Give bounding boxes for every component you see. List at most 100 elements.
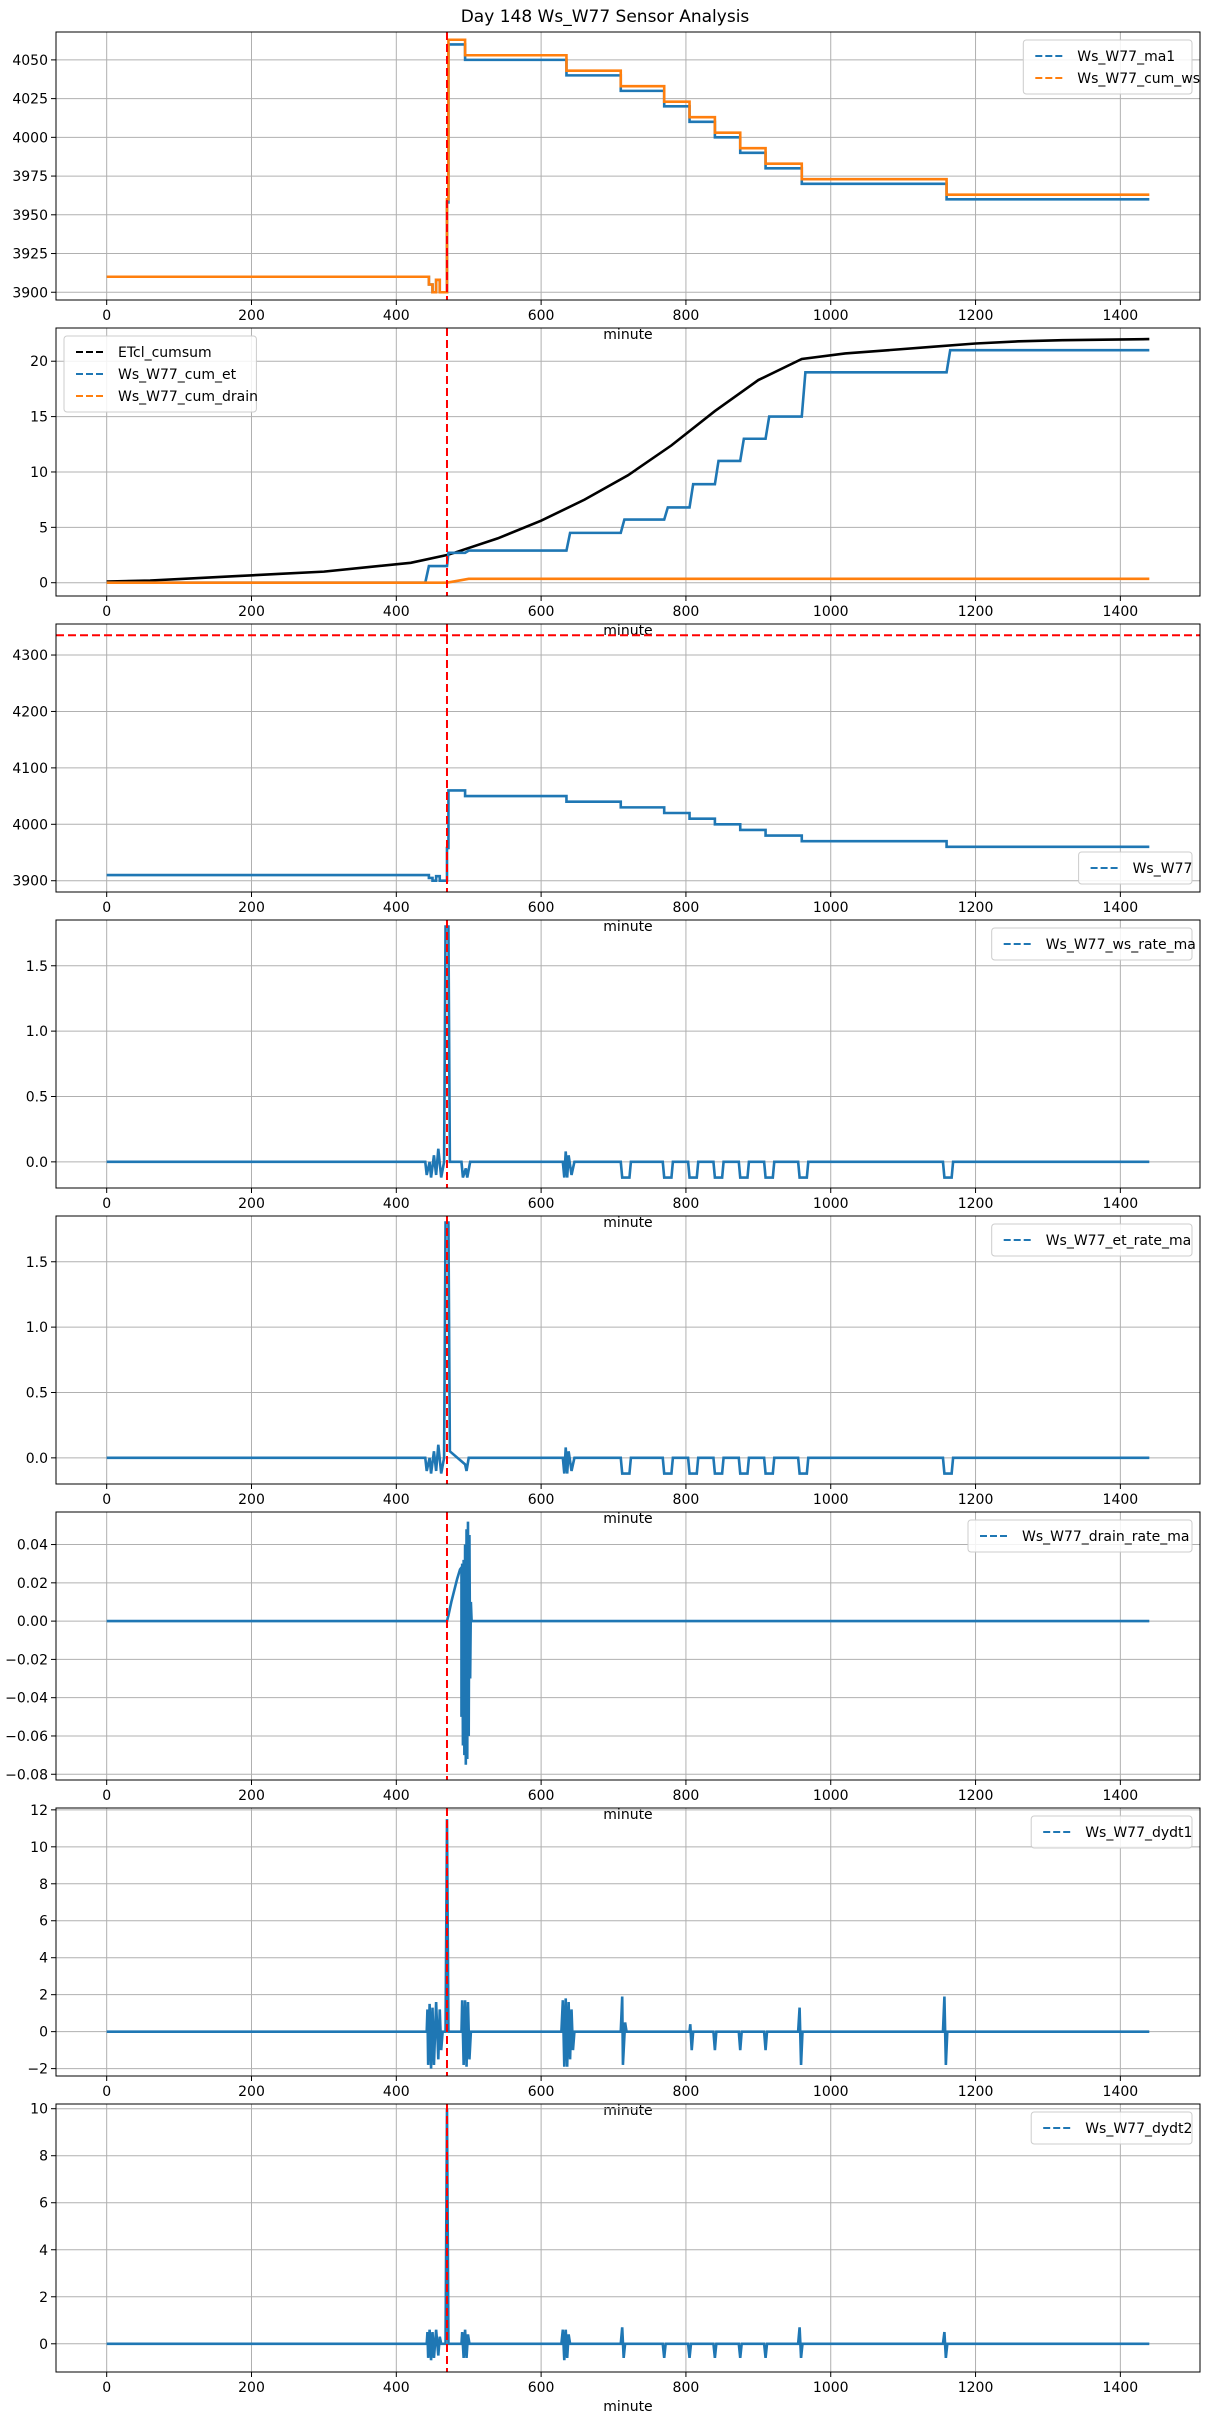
x-tick-label: 1000 <box>813 308 849 324</box>
y-tick-label: 10 <box>30 1840 48 1856</box>
legend-label: Ws_W77_dydt1 <box>1085 1825 1192 1841</box>
y-tick-label: 1.5 <box>26 959 48 975</box>
x-axis-label: minute <box>603 327 652 343</box>
x-tick-label: 600 <box>528 604 555 620</box>
series-line-ws-w77-ma1 <box>106 43 1150 294</box>
legend-label: Ws_W77_et_rate_ma <box>1046 1233 1192 1249</box>
x-tick-label: 400 <box>383 1492 410 1508</box>
plot-area <box>106 1216 1150 1484</box>
x-tick-label: 0 <box>102 2380 111 2396</box>
chart-panel-3: 0 200 400 600 800 1000 1200 1400 3900 4000 4100 420… <box>12 623 1201 935</box>
y-tick-label: 1.5 <box>26 1255 48 1271</box>
y-tick-label: 5 <box>39 520 48 536</box>
chart-panel-5: 0 200 400 600 800 1000 1200 1400 0.0 0.5 1.0 1.5 min… <box>26 1215 1201 1527</box>
x-tick-label: 1200 <box>958 1492 994 1508</box>
y-tick-label: 15 <box>30 410 48 426</box>
x-tick-label: 600 <box>528 900 555 916</box>
chart-panel-8: 0 200 400 600 800 1000 1200 1400 0 2 4 6 8 10 minute Ws… <box>30 2102 1201 2411</box>
y-tick-label: 0 <box>39 2337 48 2353</box>
x-tick-label: 1400 <box>1103 1788 1139 1804</box>
series-line-ws-w77-cum-et <box>106 348 1150 585</box>
plot-area <box>106 32 1150 300</box>
y-tick-label: 1.0 <box>26 1024 48 1040</box>
x-tick-label: 1200 <box>958 308 994 324</box>
legend-box <box>1022 39 1193 95</box>
x-tick-label: 0 <box>102 2084 111 2100</box>
x-tick-label: 1400 <box>1103 1492 1139 1508</box>
y-tick-label: 12 <box>30 1803 48 1819</box>
axes-frame <box>55 327 1201 597</box>
x-tick-label: 1200 <box>958 2084 994 2100</box>
x-axis-label: minute <box>603 1215 652 1231</box>
y-tick-label: 3950 <box>12 208 48 224</box>
y-tick-label: 0 <box>39 2025 48 2041</box>
legend-label: Ws_W77_drain_rate_ma <box>1022 1529 1189 1545</box>
y-tick-label: 2 <box>39 2290 48 2306</box>
chart-panel-7: 0 200 400 600 800 1000 1200 1400 −2 0 2 4 6 8 10 12 minu… <box>27 1803 1201 2119</box>
x-axis-label: minute <box>603 2103 652 2119</box>
legend-box <box>63 335 257 413</box>
chart-panel-2: 0 200 400 600 800 1000 1200 1400 0 5 10 15 20 minute E… <box>30 327 1201 639</box>
x-tick-label: 200 <box>238 2084 265 2100</box>
legend: Ws_W77_drain_rate_ma <box>967 1519 1193 1553</box>
x-tick-label: 600 <box>528 2084 555 2100</box>
x-tick-label: 1200 <box>958 1788 994 1804</box>
series-line-ws-w77 <box>106 789 1150 883</box>
x-tick-label: 800 <box>673 1492 700 1508</box>
x-tick-label: 400 <box>383 1788 410 1804</box>
x-tick-label: 200 <box>238 308 265 324</box>
legend: Ws_W77_ws_rate_ma <box>991 927 1196 961</box>
legend: Ws_W77_et_rate_ma <box>991 1223 1193 1257</box>
series-line-ws-w77-cum-ws <box>106 38 1150 294</box>
y-tick-label: 0.04 <box>17 1538 48 1554</box>
y-tick-label: 3900 <box>12 874 48 890</box>
x-tick-label: 1000 <box>813 604 849 620</box>
x-tick-label: 800 <box>673 1788 700 1804</box>
y-tick-label: 0.00 <box>17 1614 48 1630</box>
chart-panel-6: 0 200 400 600 800 1000 1200 1400 −0.08 −0.06 −0.04… <box>5 1511 1201 1823</box>
x-tick-label: 400 <box>383 900 410 916</box>
y-tick-label: 6 <box>39 1914 48 1930</box>
x-tick-label: 1000 <box>813 1196 849 1212</box>
x-tick-label: 400 <box>383 308 410 324</box>
x-tick-label: 800 <box>673 604 700 620</box>
x-tick-label: 400 <box>383 604 410 620</box>
x-axis-label: minute <box>603 919 652 935</box>
legend: Ws_W77_dydt2 <box>1030 2111 1193 2145</box>
y-tick-label: 10 <box>30 465 48 481</box>
x-tick-label: 800 <box>673 2084 700 2100</box>
axes-frame <box>55 1215 1201 1485</box>
legend-label: ETcl_cumsum <box>118 345 212 361</box>
x-axis-label: minute <box>603 623 652 639</box>
x-tick-label: 600 <box>528 1492 555 1508</box>
x-tick-label: 200 <box>238 1492 265 1508</box>
y-tick-label: 4050 <box>12 53 48 69</box>
chart-panel-1: 0 200 400 600 800 1000 1200 1400 3900 3925 3950 397… <box>12 31 1201 343</box>
chart-panel-4: 0 200 400 600 800 1000 1200 1400 0.0 0.5 1.0 1.5 min… <box>26 919 1201 1231</box>
axes-frame <box>55 1511 1201 1781</box>
x-tick-label: 200 <box>238 900 265 916</box>
x-axis-label: minute <box>603 1511 652 1527</box>
y-tick-label: 4000 <box>12 130 48 146</box>
x-tick-label: 1200 <box>958 900 994 916</box>
x-tick-label: 1000 <box>813 2084 849 2100</box>
x-tick-label: 0 <box>102 1492 111 1508</box>
x-tick-label: 200 <box>238 1788 265 1804</box>
y-tick-label: 4100 <box>12 761 48 777</box>
y-tick-label: 1.0 <box>26 1320 48 1336</box>
legend-label: Ws_W77_ma1 <box>1077 49 1175 65</box>
figure-title: Day 148 Ws_W77 Sensor Analysis <box>461 7 750 27</box>
x-axis-label: minute <box>603 1807 652 1823</box>
legend: Ws_W77_ma1 Ws_W77_cum_ws <box>1022 39 1200 95</box>
series-line-ws-w77-et-rate-ma <box>106 1221 1150 1475</box>
y-tick-label: 4000 <box>12 817 48 833</box>
x-tick-label: 600 <box>528 1788 555 1804</box>
plot-area <box>106 1808 1150 2076</box>
x-tick-label: 0 <box>102 604 111 620</box>
y-tick-label: 4300 <box>12 648 48 664</box>
legend-box <box>1030 2111 1193 2145</box>
axes-frame <box>55 623 1201 893</box>
x-tick-label: 1200 <box>958 604 994 620</box>
plot-area <box>106 920 1150 1188</box>
